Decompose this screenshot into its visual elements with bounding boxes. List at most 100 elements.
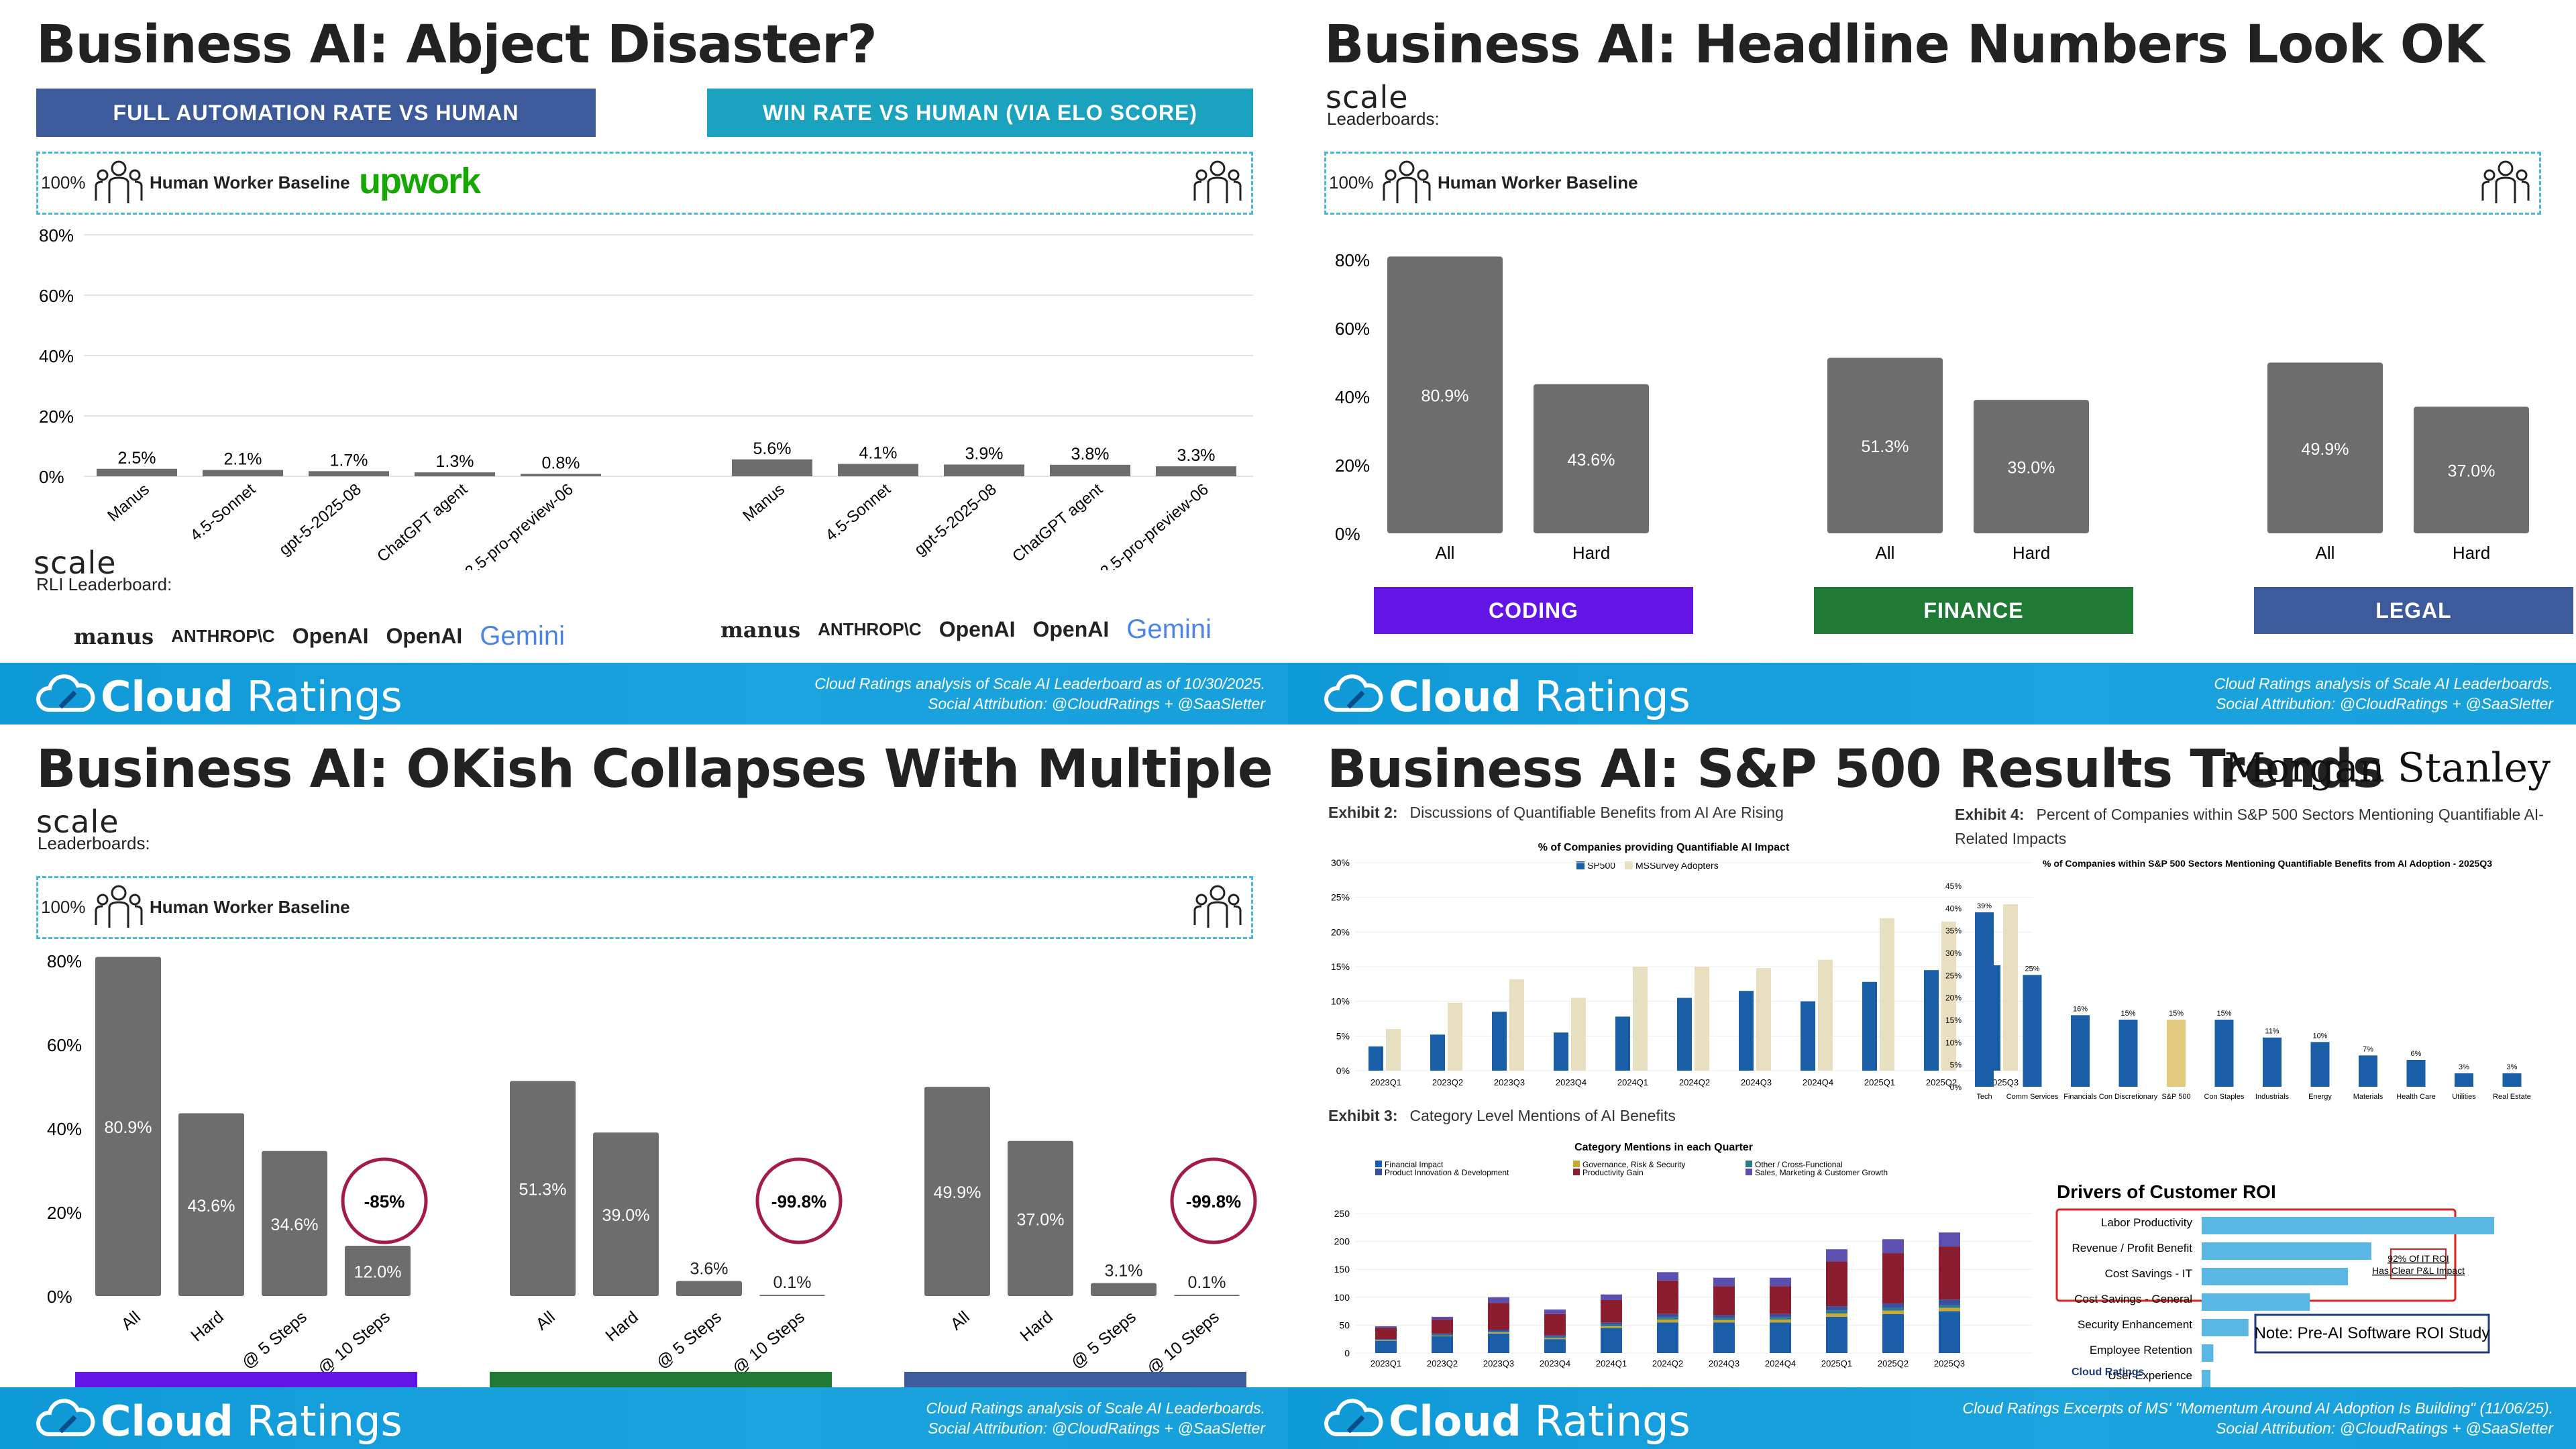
x-tick-label: Hard (602, 1307, 642, 1345)
y-tick-label: 20% (39, 407, 74, 427)
gemini-logo: Gemini (1126, 614, 1212, 644)
x-tick-label: @ 10 Steps (1143, 1307, 1222, 1379)
x-tick-label: gpt-5-2025-08 (911, 480, 1000, 559)
manus-logo: manus (74, 623, 154, 649)
people-icon (1383, 160, 1431, 203)
bar (2118, 1020, 2138, 1087)
stacked-bar-segment (1770, 1322, 1791, 1353)
x-tick-label: @ 5 Steps (1067, 1307, 1140, 1373)
x-tick-label: 2024Q1 (1617, 1077, 1648, 1087)
callout-box (2390, 1248, 2447, 1279)
x-tick-label: Manus (104, 480, 153, 525)
x-tick-label: 2023Q4 (1540, 1358, 1570, 1368)
scale-subtitle: RLI Leaderboard: (36, 574, 172, 594)
attribution-line1: Cloud Ratings Excerpts of MS' "Momentum … (1962, 1399, 2553, 1417)
chart-title: Drivers of Customer ROI (2057, 1181, 2276, 1202)
x-tick-label: All (2316, 543, 2335, 563)
x-tick-label: 2024Q4 (1803, 1077, 1833, 1087)
bar (2310, 1042, 2330, 1087)
bar (2502, 1073, 2522, 1087)
cloud-icon (1324, 1399, 1383, 1436)
bar (1387, 256, 1503, 533)
stacked-bar-segment (1939, 1305, 1960, 1308)
brand-ratings: Ratings (1534, 1397, 1690, 1446)
attribution: Cloud Ratings Excerpts of MS' "Momentum … (1962, 1398, 2553, 1438)
roi-label: Revenue / Profit Benefit (2072, 1242, 2192, 1254)
x-tick-label: Hard (2012, 543, 2050, 563)
chart-title: Category Mentions in each Quarter (1574, 1142, 1753, 1153)
note-box (2254, 1313, 2490, 1354)
scale-subtitle: Leaderboards: (1327, 109, 1440, 129)
category-banner-label: CODING (1489, 598, 1578, 623)
bar (178, 1113, 244, 1296)
x-tick-label: Hard (1016, 1307, 1057, 1345)
x-tick-label: Real Estate (2493, 1093, 2531, 1101)
bar (510, 1081, 576, 1296)
headline-chart: 0% 20% 40% 60% 80% 80.9% All 43.6% Hard CODING 51.… (1335, 250, 2573, 634)
bar (95, 957, 161, 1296)
y-tick-label: 0% (1335, 524, 1360, 544)
x-tick-label: 2025Q2 (1926, 1077, 1957, 1087)
stacked-bar-segment (1770, 1277, 1791, 1287)
stacked-bar-segment (1939, 1246, 1960, 1300)
stacked-bar-segment (1882, 1303, 1904, 1308)
brand-cloud: Cloud (1389, 672, 1521, 721)
bar-label: 80.9% (105, 1118, 152, 1137)
attribution-line2: Social Attribution: @CloudRatings + @Saa… (928, 695, 1265, 712)
y-tick-label: 0% (39, 467, 64, 487)
x-tick-label: All (947, 1307, 973, 1334)
people-icon (95, 885, 143, 928)
bar-label: 39.0% (2008, 459, 2055, 478)
scale-logo: scale (1326, 79, 1409, 115)
bar-label: 2.1% (224, 450, 262, 469)
y-tick-label: 40% (39, 346, 74, 366)
y-tick-label: 200 (1334, 1236, 1350, 1247)
stacked-bar-segment (1601, 1326, 1622, 1328)
legend-label: Sales, Marketing & Customer Growth (1755, 1168, 1888, 1177)
x-tick-label: 4.5-Sonnet (187, 480, 260, 545)
bar-label: 7% (2363, 1045, 2373, 1053)
attribution-line2: Social Attribution: @CloudRatings + @Saa… (2216, 695, 2553, 712)
bar-ms-survey (1695, 967, 1709, 1071)
category-banner (490, 1372, 832, 1389)
stacked-bar-segment (1826, 1316, 1847, 1353)
attribution-line1: Cloud Ratings analysis of Scale AI Leade… (2214, 675, 2553, 692)
attribution: Cloud Ratings analysis of Scale AI Leade… (926, 1398, 1265, 1438)
banner-automation: FULL AUTOMATION RATE VS HUMAN (36, 89, 596, 137)
x-tick-label: 2023Q3 (1494, 1077, 1525, 1087)
bar-label: 3.1% (1105, 1262, 1143, 1281)
scale-logo: scale (36, 804, 119, 840)
panel-automation: Business AI: Abject Disaster? FULL AUTOM… (0, 0, 1288, 724)
brand-name: Cloud Ratings (1389, 672, 1690, 721)
bar (732, 459, 812, 476)
source-logo: Cloud Ratings (2072, 1366, 2145, 1378)
y-tick-label: 10% (1945, 1038, 1962, 1047)
bar-label: 49.9% (2302, 440, 2349, 459)
bar (2071, 1015, 2090, 1087)
bar (203, 470, 283, 476)
stacked-bar-segment (1713, 1320, 1735, 1323)
bar-label: 49.9% (934, 1183, 981, 1202)
brand-cloud: Cloud (101, 1397, 233, 1446)
roi-label: Cost Savings - IT (2105, 1267, 2192, 1280)
bar-ms-survey (2003, 904, 2018, 1071)
x-tick-label: 2023Q2 (1432, 1077, 1463, 1087)
stacked-bar-segment (1432, 1336, 1453, 1353)
baseline-pct: 100% (41, 897, 86, 917)
category-banner (904, 1372, 1246, 1389)
stacked-bar-segment (1657, 1320, 1678, 1323)
bar-sp500 (1554, 1032, 1568, 1071)
stacked-bar-segment (1375, 1339, 1397, 1340)
drop-circle (341, 1157, 428, 1244)
y-tick-label: 80% (1335, 250, 1370, 270)
x-tick-label: Comm Services (2006, 1093, 2059, 1101)
stacked-bar-segment (1375, 1326, 1397, 1328)
bar-label: 3.8% (1071, 445, 1110, 464)
brand-cloud: Cloud (1389, 1397, 1521, 1446)
x-tick-label: Tech (1976, 1093, 1992, 1101)
roi-bar (2202, 1370, 2211, 1387)
bar (676, 1281, 742, 1296)
x-tick-label: Utilities (2452, 1093, 2476, 1101)
stacked-bar-segment (1826, 1310, 1847, 1313)
x-tick-label: Energy (2308, 1093, 2332, 1101)
